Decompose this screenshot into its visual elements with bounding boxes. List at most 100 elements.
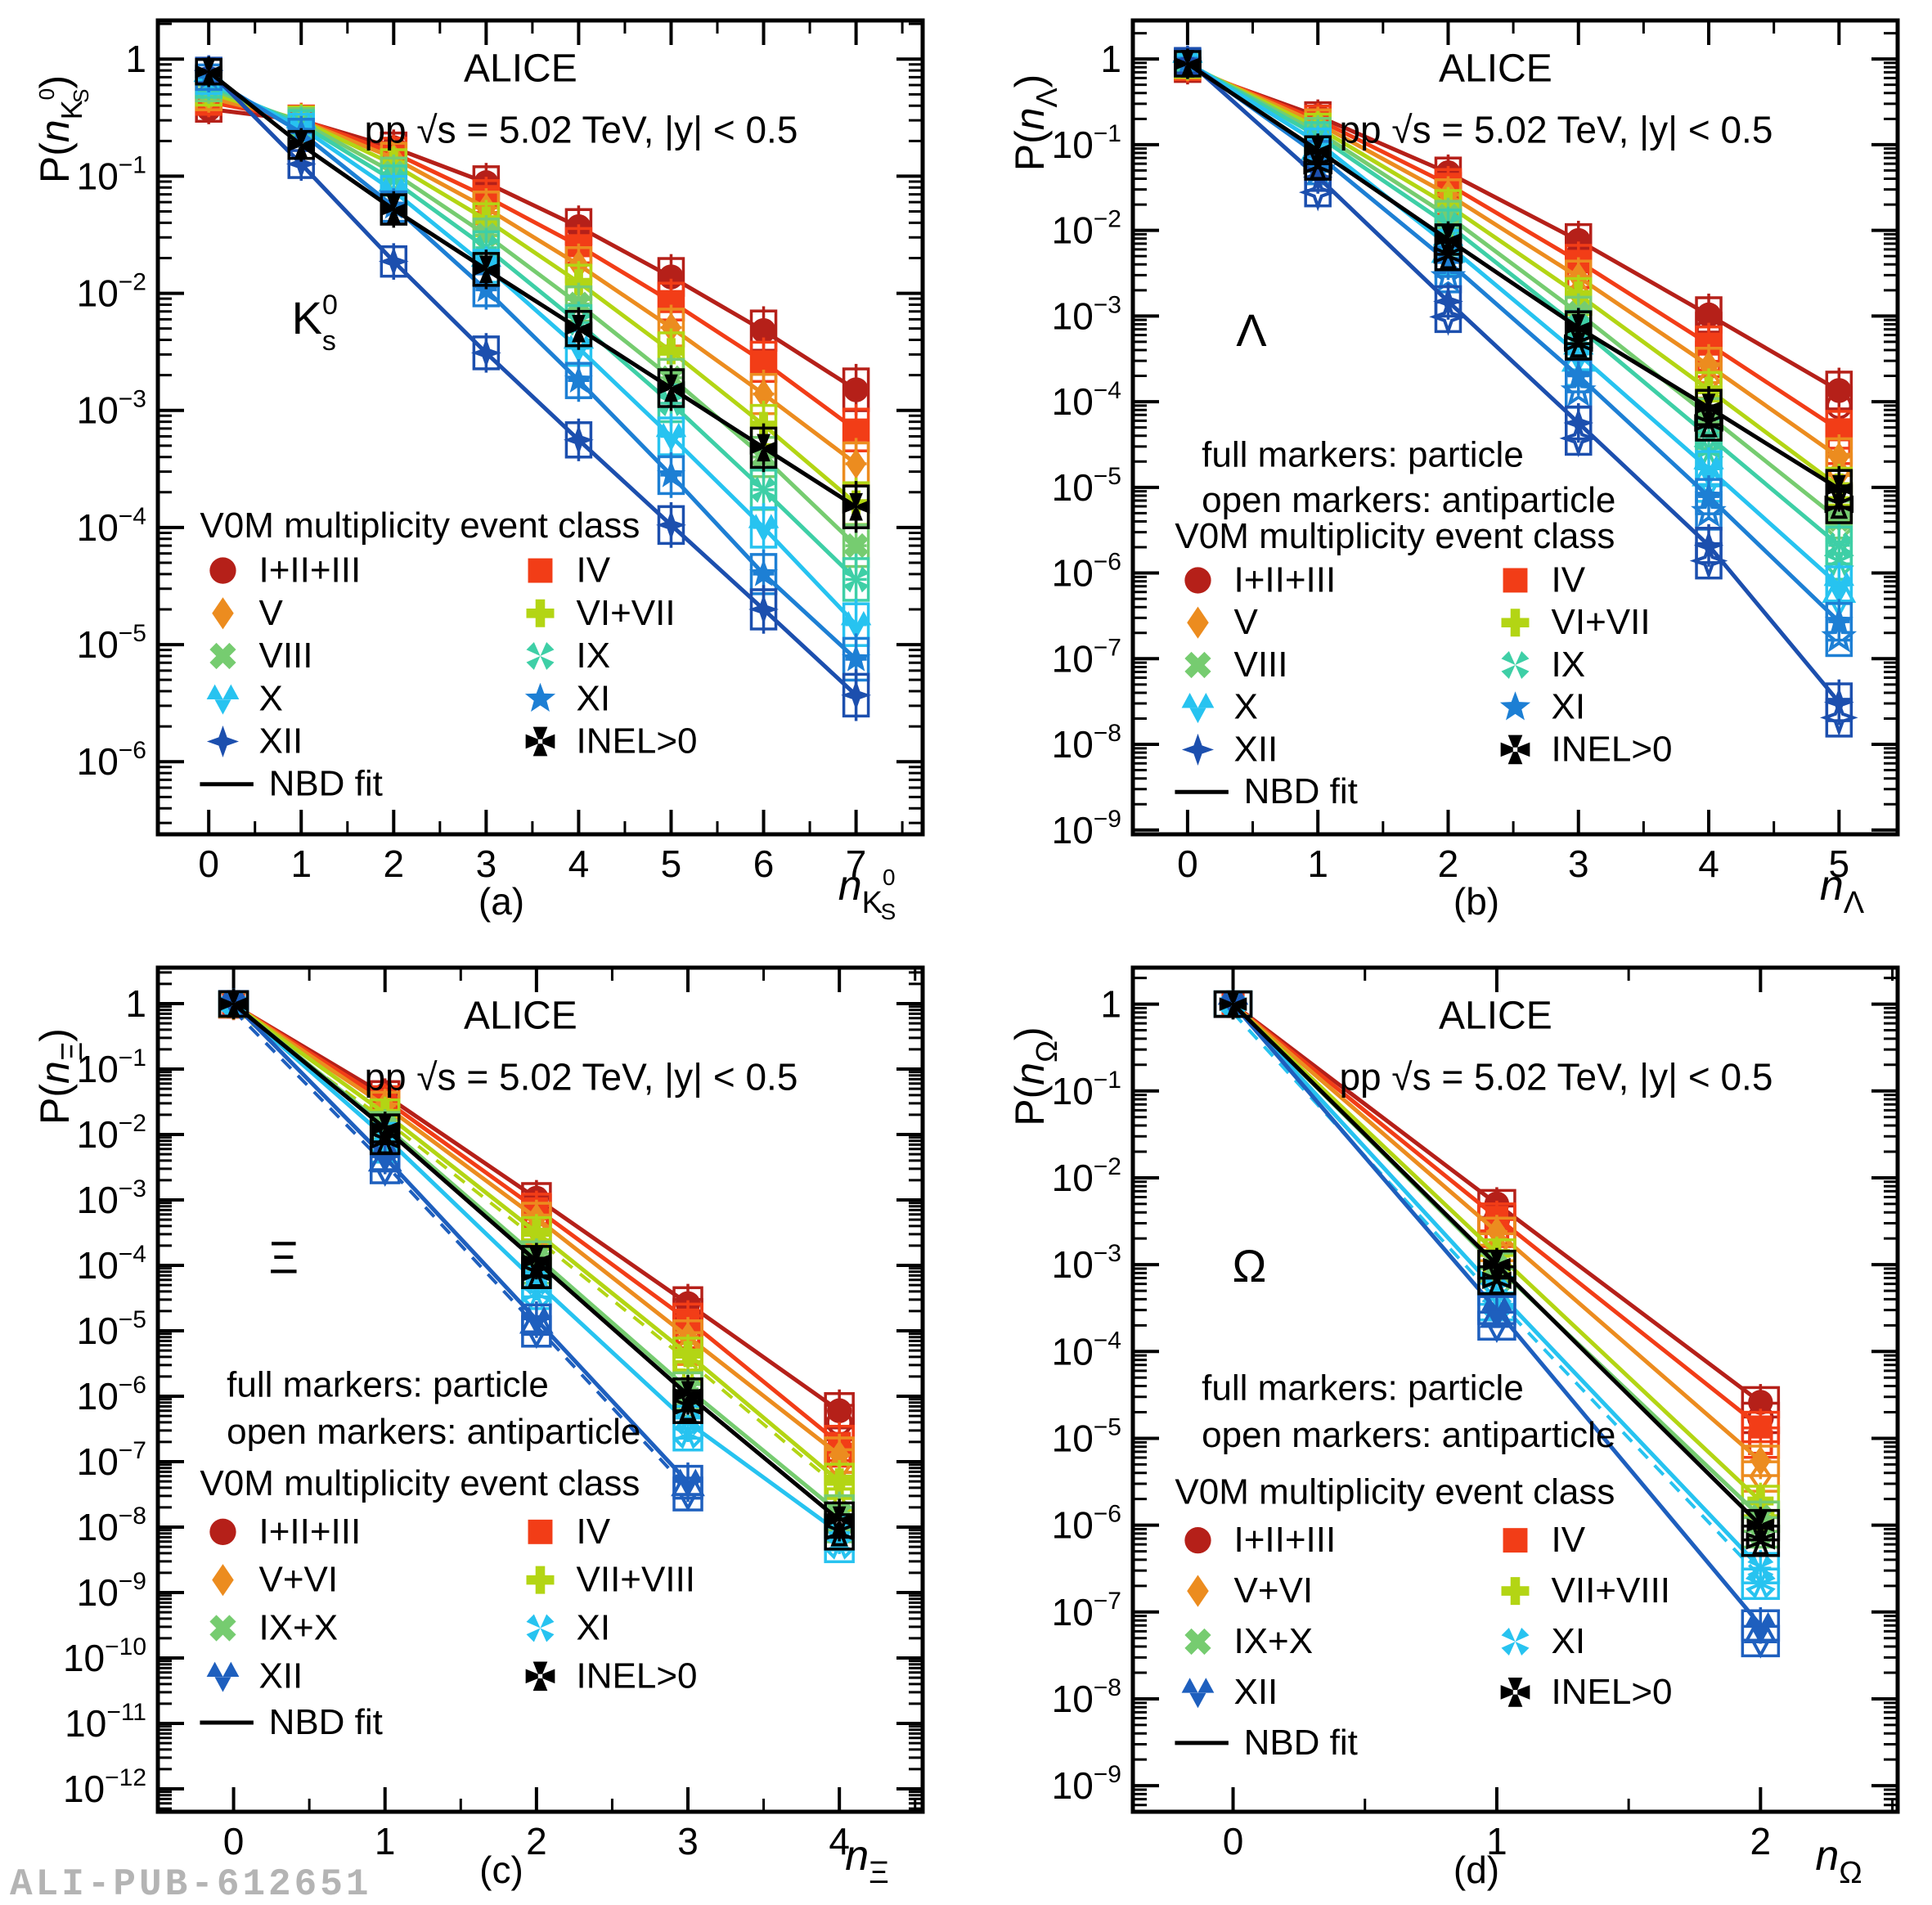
x-axis-label: nΩ [1815, 1832, 1862, 1890]
diamond-marker [660, 312, 681, 343]
pattee-marker [525, 726, 555, 757]
alice-label: ALICE [1439, 47, 1552, 91]
tritri-marker [470, 252, 502, 281]
x-tick-label: 3 [476, 842, 497, 885]
legend-title: V0M multiplicity event class [200, 1463, 640, 1503]
tritri-marker [563, 335, 595, 363]
nbd-fit-line [207, 75, 858, 661]
xstar-marker [526, 642, 555, 671]
nbd-fit-line [1187, 67, 1840, 393]
legend-label-XI: XI [1552, 687, 1586, 727]
pattee-marker [842, 492, 870, 521]
circle-marker [1748, 1390, 1773, 1415]
tritri-marker [672, 1468, 703, 1498]
x-tick-label: 4 [1698, 842, 1719, 885]
xcross-marker [209, 642, 236, 670]
xstar-marker [1501, 650, 1530, 679]
y-tick-label: 10−7 [1052, 634, 1121, 680]
plus-marker [526, 1566, 555, 1594]
panel-b: 0 1 2 3 4 5 1 10−1 10−2 10−3 10−4 10−5 10−6 10−7 10−8 1… [1007, 18, 1900, 923]
nbd-fit-line [1186, 65, 1840, 432]
legend-label-XI: XI [577, 1607, 611, 1647]
star5-marker [842, 644, 871, 672]
tritri-marker [1693, 455, 1724, 484]
y-tick-label: 10−4 [1052, 377, 1121, 423]
tritri-marker [285, 114, 317, 143]
particle-label: K0 s [292, 290, 338, 357]
xstar-marker [1826, 532, 1853, 559]
plus-marker [826, 1468, 853, 1495]
tritri-marker [218, 990, 249, 1019]
plus-marker [675, 1341, 702, 1368]
square-marker [528, 558, 553, 583]
xstar-marker [842, 566, 869, 593]
y-tick-label: 10−1 [77, 151, 146, 197]
circle-marker [1696, 302, 1722, 328]
plus-marker [526, 599, 555, 627]
star4-marker [1302, 161, 1333, 192]
nbd-fit-line [1186, 64, 1840, 459]
panel-d: 0 1 2 1 10−1 10−2 10−3 10−4 10−5 10−6 10−7 10−8 10−9… [1007, 965, 1900, 1891]
y-tick-label: 1 [1100, 983, 1121, 1026]
star4-marker [1433, 286, 1463, 317]
y-tick-label: 10−11 [65, 1699, 146, 1745]
collision-system-label: pp √s = 5.02 TeV, |y| < 0.5 [1339, 108, 1772, 151]
x-tick-label: 6 [753, 842, 775, 885]
series-XII [218, 988, 705, 1512]
y-axis-label: P(nK0 S) [32, 75, 93, 183]
panel-caption: (b) [1453, 880, 1499, 923]
circle-marker [751, 318, 776, 344]
y-tick-label: 10−10 [63, 1633, 146, 1679]
panel-c: 0 1 2 3 4 1 10−1 10−2 10−3 10−4 10−5 10−6 10−7 10−8 10… [32, 965, 925, 1891]
pattee-marker [523, 1247, 550, 1275]
star4-marker [1689, 541, 1728, 580]
pattee-marker [1304, 136, 1332, 164]
circle-marker [1826, 378, 1852, 403]
y-axis-label: P(nΞ) [32, 1028, 88, 1125]
alice-label: ALICE [464, 47, 577, 91]
pattee-marker [380, 195, 408, 223]
watermark: ALI-PUB-612651 [10, 1863, 372, 1905]
legend-label-XI: XI [1552, 1621, 1586, 1661]
nbd-fit-line [1186, 61, 1840, 547]
nbd-fit-line [208, 83, 858, 582]
pattee-marker [1500, 735, 1530, 765]
legend-label-X: X [1233, 687, 1257, 727]
legend-label-VII-VIII: VII+VIII [1552, 1570, 1671, 1611]
y-tick-label: 10−1 [77, 1045, 146, 1090]
x-tick-label: 2 [384, 842, 405, 885]
nbd-fit-line [1186, 61, 1840, 587]
note-full-markers: full markers: particle [227, 1364, 549, 1404]
pattee-marker [1695, 393, 1723, 422]
pattee-marker [371, 1114, 399, 1143]
xstar-marker [370, 1133, 401, 1164]
legend-label-I-II-III: I+II+III [1233, 559, 1336, 600]
star4-marker [378, 246, 409, 277]
pattee-marker [674, 1381, 702, 1409]
x-tick-label: 1 [1486, 1820, 1507, 1862]
x-tick-label: 4 [829, 1820, 850, 1862]
y-tick-label: 10−4 [1052, 1327, 1121, 1373]
tritri-marker [1217, 990, 1249, 1019]
square-marker [1749, 1415, 1772, 1439]
star5-marker [1499, 691, 1531, 721]
star5-marker [1564, 361, 1593, 389]
y-axis-label: P(nΛ) [1007, 74, 1063, 172]
collision-system-label: pp √s = 5.02 TeV, |y| < 0.5 [364, 1056, 798, 1099]
series-XII [193, 55, 871, 721]
y-tick-label: 10−9 [77, 1568, 146, 1614]
y-tick-label: 10−2 [1052, 206, 1121, 252]
pattee-marker [1825, 474, 1853, 503]
y-tick-label: 10−6 [1052, 549, 1121, 595]
x-tick-label: 0 [1223, 1820, 1244, 1862]
star4-marker [1820, 699, 1858, 737]
panel-caption: (d) [1453, 1849, 1499, 1891]
y-tick-label: 1 [125, 982, 146, 1025]
legend-label-V: V [258, 593, 283, 633]
series-XII [1213, 989, 1781, 1659]
legend-label-XII: XII [258, 1656, 303, 1696]
legend-label-IV: IV [577, 550, 611, 591]
pattee-marker [1746, 1511, 1775, 1539]
xstar-marker [1501, 1627, 1530, 1656]
nbd-fit-line [208, 91, 858, 505]
